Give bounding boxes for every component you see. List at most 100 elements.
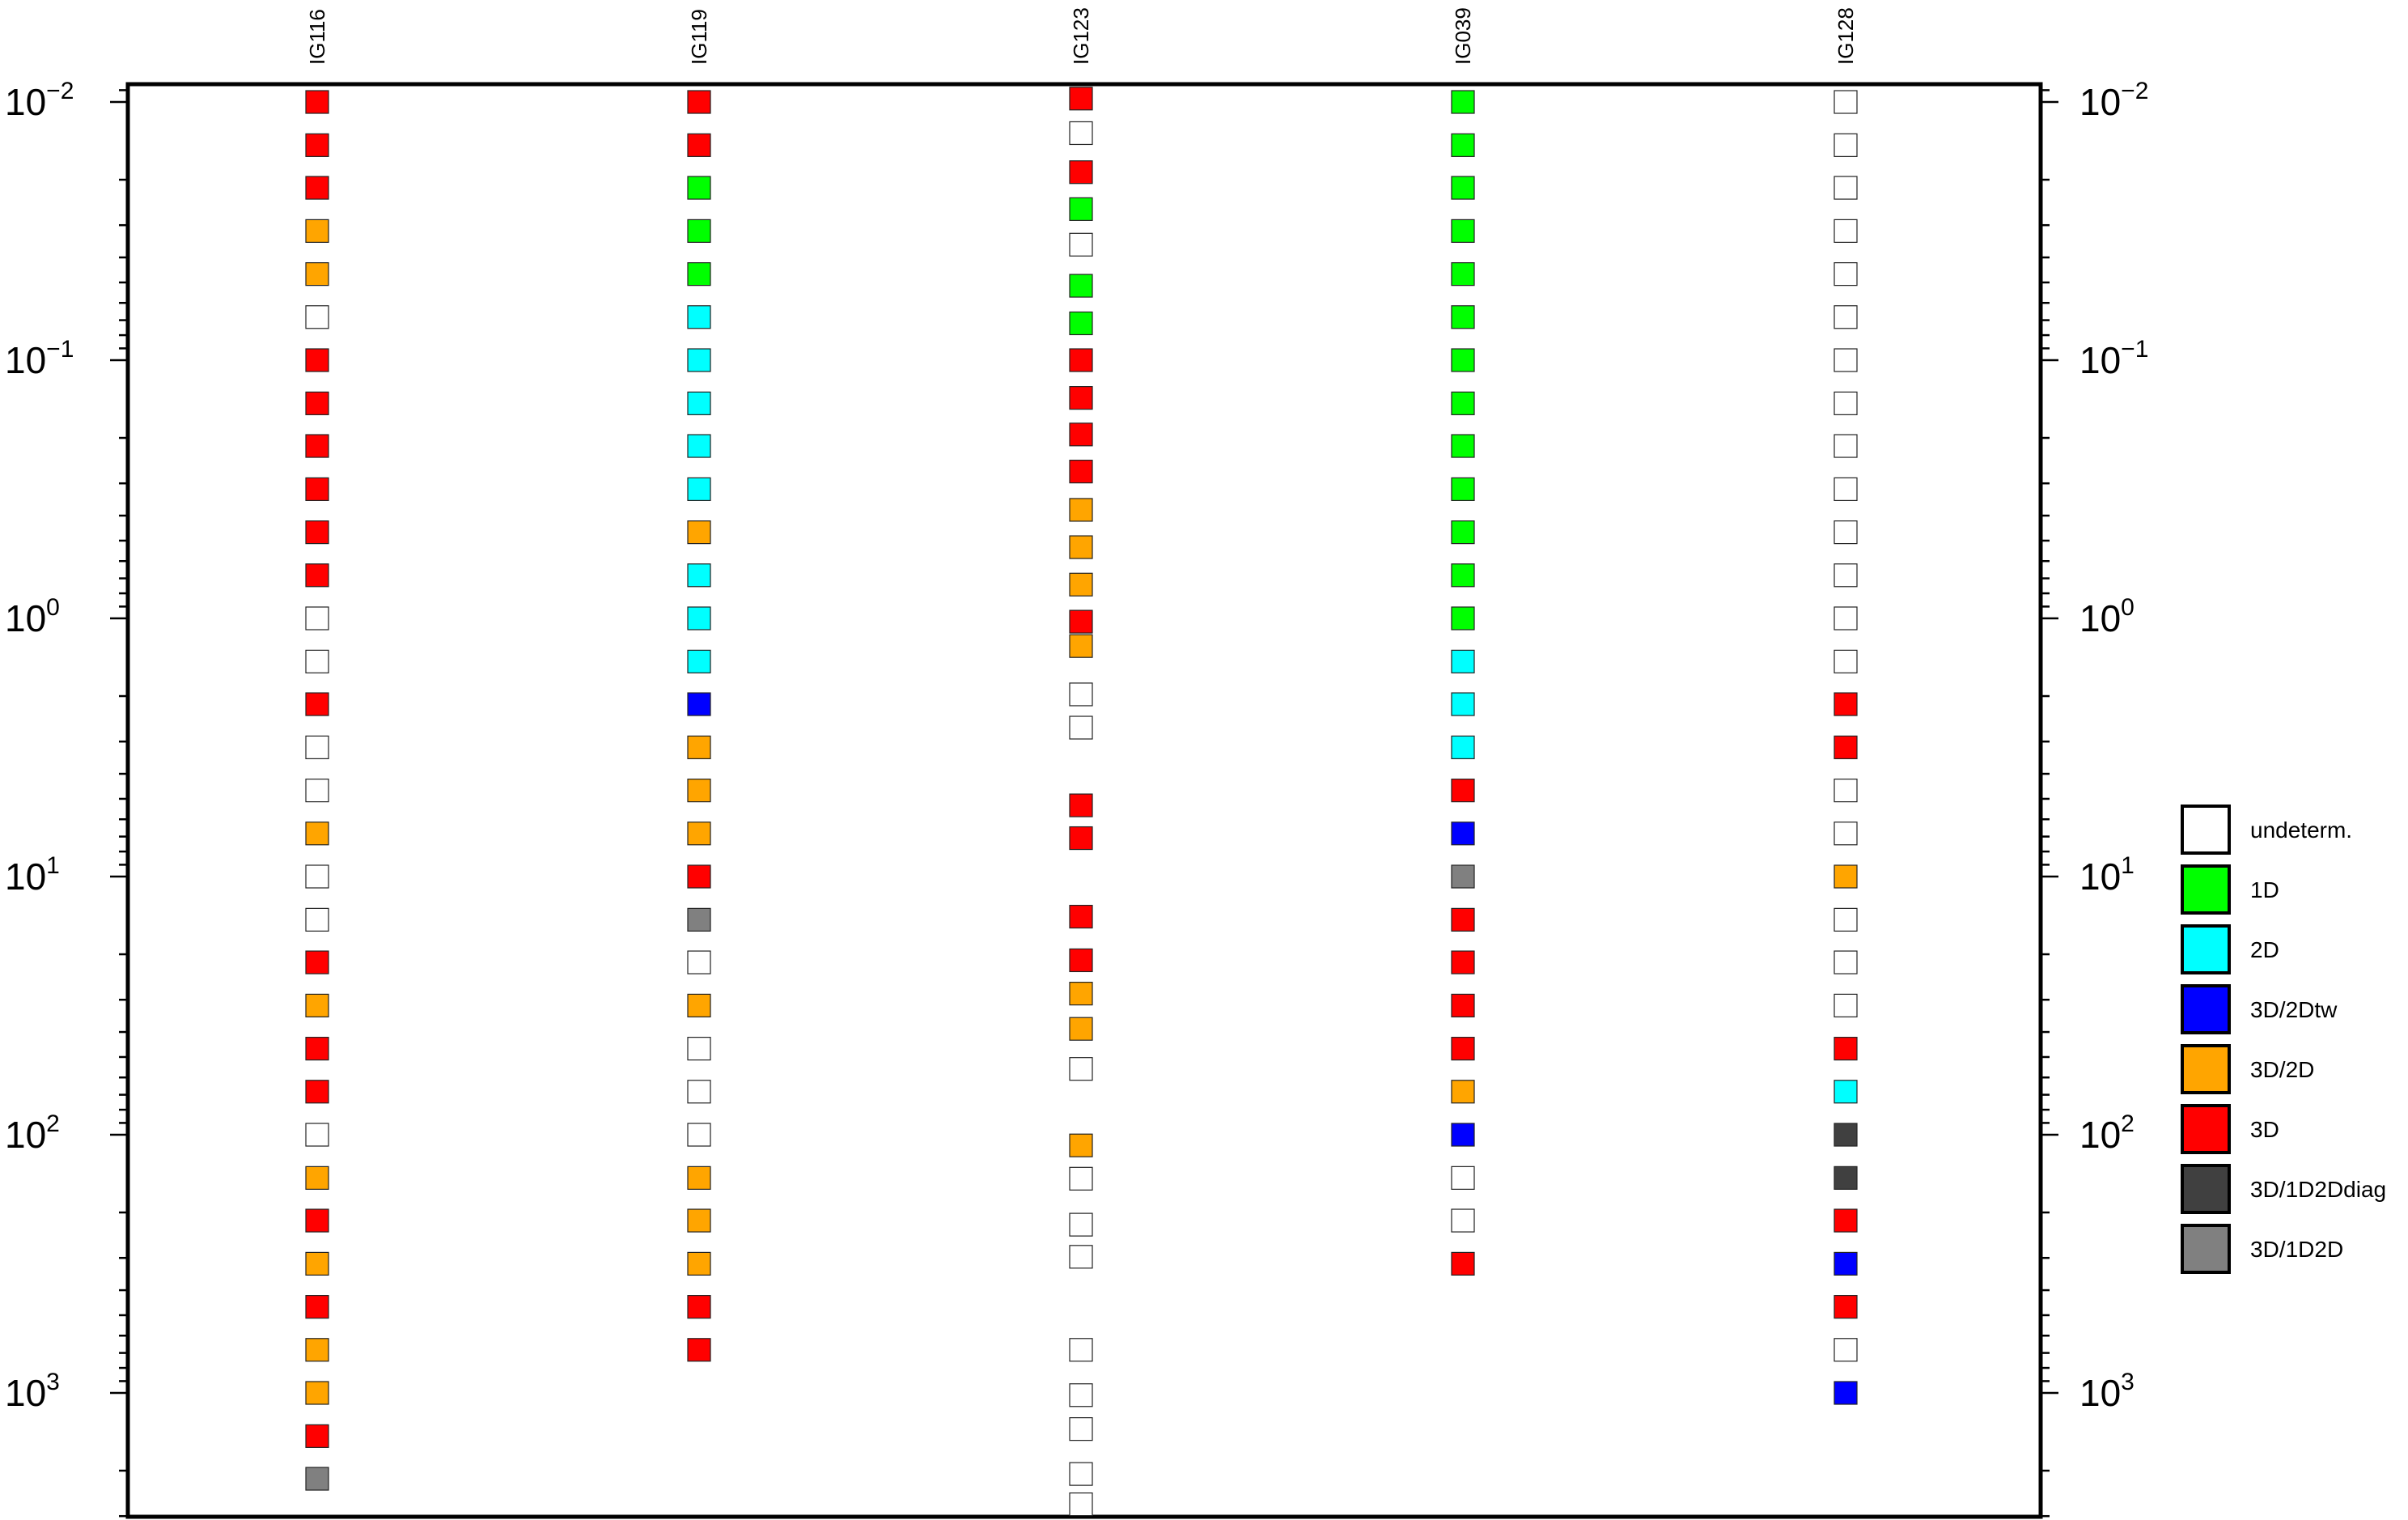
data-marker [305, 434, 329, 458]
y-axis-ticks [110, 89, 2058, 1518]
data-marker [687, 563, 711, 588]
data-marker [1451, 692, 1475, 716]
data-marker [1834, 649, 1858, 673]
data-marker [1069, 274, 1093, 298]
legend-swatch [2181, 1164, 2231, 1214]
data-marker [1069, 232, 1093, 257]
data-marker [687, 1080, 711, 1104]
data-marker [305, 1338, 329, 1362]
data-marker [1069, 1017, 1093, 1041]
data-marker [305, 1251, 329, 1276]
data-marker [1069, 348, 1093, 372]
data-marker [1834, 219, 1858, 244]
data-marker [687, 735, 711, 760]
legend-swatch [2181, 924, 2231, 974]
data-marker [687, 305, 711, 329]
data-marker [1451, 649, 1475, 673]
data-markers [305, 87, 1858, 1517]
data-marker [687, 520, 711, 545]
data-marker [1834, 864, 1858, 889]
data-marker [1451, 993, 1475, 1018]
legend-swatch [2181, 1104, 2231, 1154]
data-marker [1834, 735, 1858, 760]
data-marker [687, 993, 711, 1018]
data-marker [1451, 1080, 1475, 1104]
data-marker [1834, 822, 1858, 846]
data-marker [1069, 634, 1093, 658]
data-marker [1069, 1245, 1093, 1269]
data-marker [305, 219, 329, 244]
data-marker [687, 176, 711, 200]
y-tick-label-right: 100 [2079, 594, 2135, 639]
y-tick-label-right: 10−2 [2079, 78, 2148, 123]
legend-swatch [2181, 984, 2231, 1034]
data-marker [305, 133, 329, 157]
data-marker [1069, 460, 1093, 484]
data-marker [1834, 133, 1858, 157]
data-marker [1834, 692, 1858, 716]
legend-label: 3D/2Dtw [2250, 997, 2338, 1022]
y-tick-label-right: 102 [2079, 1110, 2135, 1156]
legend-label: 3D [2250, 1117, 2279, 1142]
data-marker [1069, 609, 1093, 634]
data-marker [1451, 477, 1475, 502]
data-marker [687, 1208, 711, 1233]
data-marker [1834, 1080, 1858, 1104]
legend-label: 3D/2D [2250, 1057, 2314, 1082]
data-marker [305, 1123, 329, 1147]
data-marker [1069, 1338, 1093, 1362]
data-marker [305, 993, 329, 1018]
data-marker [1834, 477, 1858, 502]
y-tick-label-right: 101 [2079, 852, 2135, 898]
data-marker [1834, 1381, 1858, 1405]
y-tick-label-left: 101 [5, 852, 60, 898]
data-marker [1834, 779, 1858, 803]
data-marker [1451, 133, 1475, 157]
data-marker [1834, 348, 1858, 372]
data-marker [1451, 176, 1475, 200]
data-marker [687, 262, 711, 287]
data-marker [687, 90, 711, 114]
data-marker [305, 1381, 329, 1405]
legend-swatch [2181, 1044, 2231, 1094]
data-marker [1451, 606, 1475, 631]
data-marker [1069, 1212, 1093, 1237]
data-marker [1451, 219, 1475, 244]
data-marker [1451, 1123, 1475, 1147]
data-marker [305, 1080, 329, 1104]
data-marker [1834, 1208, 1858, 1233]
data-marker [1069, 1417, 1093, 1441]
data-marker [305, 822, 329, 846]
data-marker [1834, 1123, 1858, 1147]
site-label: IG119 [687, 9, 711, 65]
data-marker [687, 907, 711, 932]
data-marker [1451, 950, 1475, 974]
site-label: IG128 [1834, 7, 1858, 65]
site-label: IG116 [305, 9, 329, 65]
data-marker [305, 176, 329, 200]
site-labels: IG116 IG119 IG123 IG039 IG128 [305, 7, 1858, 65]
data-marker [687, 1251, 711, 1276]
data-marker [1069, 1057, 1093, 1081]
data-marker [1834, 176, 1858, 200]
data-marker [1069, 121, 1093, 146]
data-marker [687, 1338, 711, 1362]
y-axis-labels-right: 10−2 10−1 100 101 102 103 [2079, 78, 2148, 1414]
data-marker [1069, 982, 1093, 1006]
data-marker [1834, 907, 1858, 932]
data-marker [1834, 262, 1858, 287]
legend-label: 2D [2250, 937, 2279, 962]
data-marker [1834, 391, 1858, 415]
data-marker [1069, 948, 1093, 973]
data-marker [1069, 1166, 1093, 1191]
data-marker [305, 90, 329, 114]
data-marker [687, 649, 711, 673]
data-marker [305, 477, 329, 502]
data-marker [305, 735, 329, 760]
data-marker [1069, 572, 1093, 597]
data-marker [1451, 1251, 1475, 1276]
data-marker [305, 391, 329, 415]
data-marker [687, 1165, 711, 1190]
data-marker [305, 1165, 329, 1190]
data-marker [1069, 197, 1093, 221]
